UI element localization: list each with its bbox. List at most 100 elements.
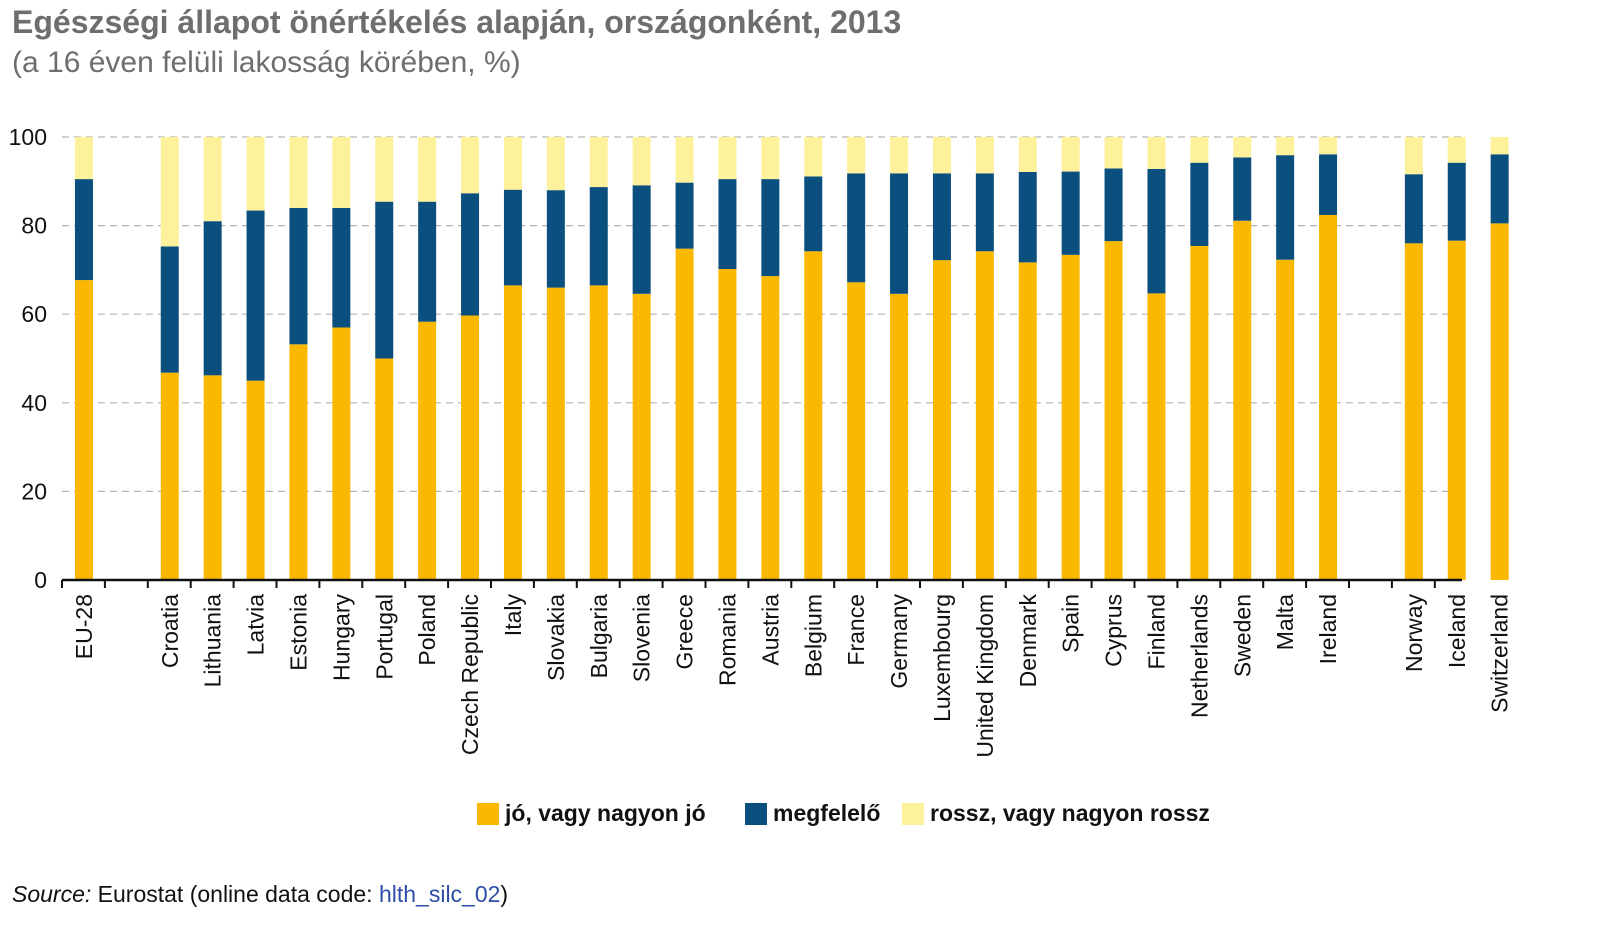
bar-good-29 <box>1404 243 1423 580</box>
bar-bad-14 <box>718 137 737 180</box>
bar-fair-7 <box>418 201 437 322</box>
x-tick-label: France <box>843 594 869 666</box>
bar-fair-3 <box>246 210 265 381</box>
bar-bad-5 <box>332 137 351 208</box>
legend-swatch-good <box>477 802 499 825</box>
bar-fair-14 <box>718 179 737 270</box>
bar-fair-27 <box>1276 155 1295 260</box>
legend: jó, vagy nagyon jó megfelelő rossz, vagy… <box>0 800 1621 832</box>
bar-good-14 <box>718 269 737 580</box>
bar-bad-4 <box>289 137 308 208</box>
y-tick-label: 100 <box>9 124 47 150</box>
bar-good-28 <box>1319 214 1338 580</box>
bar-bad-3 <box>246 137 265 211</box>
x-tick-label: Iceland <box>1444 594 1470 668</box>
bar-good-8 <box>461 315 480 580</box>
x-tick-label: Ireland <box>1315 594 1341 664</box>
source-code-link[interactable]: hlth_silc_02 <box>378 881 501 907</box>
x-tick-label: Denmark <box>1015 594 1041 688</box>
legend-label-fair: megfelelő <box>773 800 881 826</box>
bar-good-19 <box>932 260 951 580</box>
bar-bad-12 <box>632 137 651 186</box>
bar-bad-0 <box>74 137 93 180</box>
legend-item-good: jó, vagy nagyon jó <box>477 800 706 827</box>
bar-good-16 <box>804 251 823 580</box>
bar-good-27 <box>1276 259 1295 580</box>
bar-good-30 <box>1447 240 1466 581</box>
x-tick-label: Romania <box>714 594 740 686</box>
x-tick-label: Italy <box>500 594 526 637</box>
x-tick-label: EU-28 <box>71 594 97 659</box>
bar-bad-13 <box>675 137 694 183</box>
x-tick-label: United Kingdom <box>972 594 998 758</box>
x-tick-labels: EU-28 Croatia Lithuania Latvia Estonia Hungar… <box>71 594 1513 758</box>
bar-fair-10 <box>546 190 565 288</box>
chart-subtitle: (a 16 éven felüli lakosság körében, %) <box>12 46 521 79</box>
bar-good-26 <box>1233 220 1252 581</box>
bar-bad-2 <box>203 137 222 222</box>
x-tick-label: Belgium <box>800 594 826 677</box>
y-tick-label: 40 <box>21 390 47 416</box>
x-tick-label: Malta <box>1272 594 1298 650</box>
x-tick-label: Finland <box>1143 594 1169 669</box>
bar-bad-10 <box>546 137 565 191</box>
x-tick-label: Czech Republic <box>457 594 483 755</box>
bar-fair-22 <box>1061 171 1080 255</box>
bar-good-13 <box>675 248 694 581</box>
bar-fair-2 <box>203 221 222 376</box>
bar-bad-8 <box>461 137 480 194</box>
bar-bad-18 <box>890 137 909 174</box>
bar-bad-30 <box>1447 137 1466 163</box>
source-note: Source: Eurostat (online data code: hlth… <box>12 881 508 908</box>
bar-good-12 <box>632 293 651 580</box>
bar-fair-0 <box>74 179 93 281</box>
x-tick-label: Estonia <box>285 594 311 671</box>
x-tick-label: Greece <box>672 594 698 669</box>
x-tick-label: Portugal <box>371 594 397 680</box>
source-text: Eurostat (online data code: <box>91 881 379 907</box>
bar-fair-15 <box>761 179 780 277</box>
bar-fair-18 <box>890 173 909 294</box>
y-tick-label: 20 <box>21 478 47 504</box>
y-tick-label: 0 <box>34 567 47 593</box>
bar-good-1 <box>160 372 179 580</box>
bar-fair-19 <box>932 173 951 261</box>
legend-label-bad: rossz, vagy nagyon rossz <box>930 800 1210 826</box>
x-tick-label: Switzerland <box>1487 594 1513 713</box>
bar-bad-9 <box>503 137 522 190</box>
legend-item-fair: megfelelő <box>745 800 880 827</box>
bar-bad-21 <box>1018 137 1037 172</box>
legend-label-good: jó, vagy nagyon jó <box>505 800 706 826</box>
bar-fair-17 <box>847 173 866 283</box>
bar-fair-31 <box>1490 154 1509 224</box>
x-tick-label: Norway <box>1401 594 1427 672</box>
bar-good-10 <box>546 287 565 580</box>
y-tick-labels: 0 20 40 60 80 100 <box>9 124 47 593</box>
bar-good-9 <box>503 285 522 580</box>
bar-good-18 <box>890 293 909 580</box>
bar-fair-13 <box>675 182 694 249</box>
bar-fair-4 <box>289 207 308 345</box>
x-tick-label: Lithuania <box>200 594 226 688</box>
bar-bad-19 <box>932 137 951 174</box>
bar-bad-25 <box>1190 137 1209 163</box>
x-tick-label: Sweden <box>1229 594 1255 677</box>
source-close: ) <box>500 881 509 907</box>
bar-fair-26 <box>1233 157 1252 221</box>
bar-bad-7 <box>418 137 437 202</box>
bar-fair-6 <box>375 201 394 359</box>
bar-fair-5 <box>332 207 351 328</box>
bar-bad-22 <box>1061 137 1080 172</box>
bar-good-5 <box>332 327 351 580</box>
bar-good-3 <box>246 380 265 580</box>
x-tick-label: Slovenia <box>629 594 655 682</box>
bar-bad-6 <box>375 137 394 202</box>
bar-fair-9 <box>503 189 522 286</box>
chart-title: Egészségi állapot önértékelés alapján, o… <box>12 4 902 40</box>
x-tick-label: Netherlands <box>1186 594 1212 718</box>
x-tick-label: Cyprus <box>1101 594 1127 667</box>
bar-good-24 <box>1147 293 1166 580</box>
bar-bad-28 <box>1319 137 1338 155</box>
bar-good-22 <box>1061 254 1080 580</box>
legend-swatch-bad <box>902 802 924 825</box>
